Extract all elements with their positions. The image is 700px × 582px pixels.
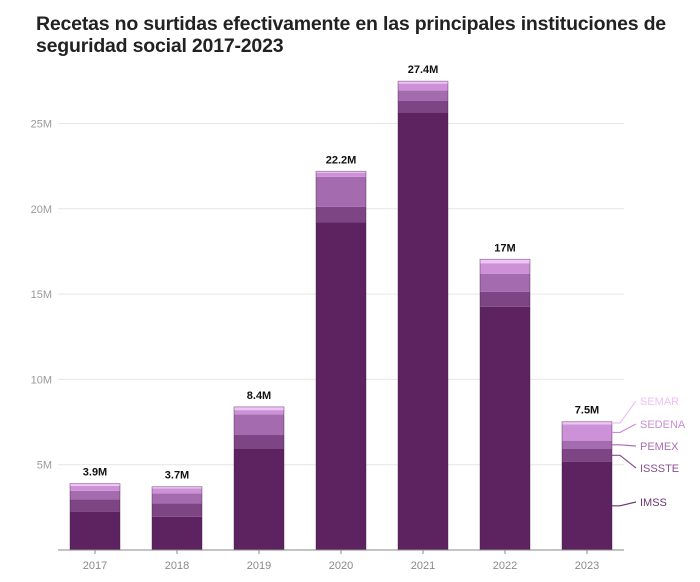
bar-segment-sedena[interactable] <box>234 410 284 415</box>
x-tick-label: 2022 <box>493 560 517 572</box>
bar-segment-issste[interactable] <box>480 291 530 307</box>
legend-connector <box>612 400 637 424</box>
bar-segment-imss[interactable] <box>234 448 284 550</box>
bar-segment-imss[interactable] <box>398 112 448 550</box>
x-axis: 2017 2018 2019 2020 2021 2022 2023 <box>58 549 624 572</box>
legend-connector <box>612 423 637 434</box>
bar-stack-2021[interactable] <box>397 80 449 551</box>
y-tick-label: 25M <box>31 119 52 131</box>
bar-segment-pemex[interactable] <box>480 273 530 292</box>
total-label: 22.2M <box>326 154 357 166</box>
bar-segment-semar[interactable] <box>562 421 612 425</box>
y-tick-label: 10M <box>31 374 52 386</box>
total-label: 27.4M <box>408 64 439 76</box>
bar-stack-2019[interactable] <box>233 406 285 551</box>
x-tick-label: 2020 <box>329 560 353 572</box>
legend-label-issste: ISSSTE <box>640 463 679 475</box>
legend: IMSS ISSSTE PEMEX SEDENA SEMAR <box>612 396 686 509</box>
x-tick-label: 2021 <box>411 560 435 572</box>
x-tick-label: 2017 <box>83 560 107 572</box>
bar-segment-pemex[interactable] <box>316 176 366 207</box>
bar-segment-semar[interactable] <box>70 483 120 486</box>
bar-segment-pemex[interactable] <box>152 493 202 504</box>
bar-segment-imss[interactable] <box>562 461 612 550</box>
bar-segment-imss[interactable] <box>480 306 530 550</box>
y-tick-label: 15M <box>31 289 52 301</box>
legend-label-pemex: PEMEX <box>640 441 679 453</box>
bar-segment-semar[interactable] <box>234 406 284 411</box>
legend-label-imss: IMSS <box>640 497 667 509</box>
y-axis-ticks: 5M 10M 15M 20M 25M <box>31 119 52 472</box>
bar-segment-sedena[interactable] <box>316 172 366 177</box>
bar-segment-pemex[interactable] <box>398 90 448 101</box>
bars <box>69 80 613 551</box>
x-tick-label: 2019 <box>247 560 271 572</box>
total-labels: 3.9M 3.7M 8.4M 22.2M 27.4M 17M 7.5M <box>83 64 599 482</box>
chart-title: Recetas no surtidas efectivamente en las… <box>36 13 666 57</box>
legend-label-semar: SEMAR <box>640 396 679 408</box>
legend-connector <box>612 444 637 447</box>
bar-segment-pemex[interactable] <box>562 440 612 450</box>
x-tick-label: 2023 <box>575 560 599 572</box>
total-label: 3.7M <box>165 470 189 482</box>
total-label: 8.4M <box>247 390 271 402</box>
x-tick-label: 2018 <box>165 560 189 572</box>
total-label: 7.5M <box>575 405 599 417</box>
bar-stack-2023[interactable] <box>561 421 613 551</box>
bar-segment-pemex[interactable] <box>70 490 120 500</box>
bar-segment-issste[interactable] <box>152 503 202 517</box>
bar-segment-imss[interactable] <box>152 516 202 550</box>
bar-stack-2020[interactable] <box>315 170 367 551</box>
bar-segment-imss[interactable] <box>70 511 120 550</box>
legend-label-sedena: SEDENA <box>640 419 686 431</box>
bar-stack-2017[interactable] <box>69 483 121 551</box>
bar-segment-sedena[interactable] <box>70 485 120 491</box>
bar-segment-issste[interactable] <box>70 499 120 512</box>
bar-stack-2018[interactable] <box>151 486 203 551</box>
y-tick-label: 20M <box>31 204 52 216</box>
bar-segment-semar[interactable] <box>480 259 530 264</box>
total-label: 17M <box>494 242 515 254</box>
bar-segment-issste[interactable] <box>316 206 366 223</box>
legend-connector <box>612 454 637 469</box>
bar-segment-imss[interactable] <box>316 222 366 550</box>
bar-segment-sedena[interactable] <box>398 83 448 91</box>
bar-segment-issste[interactable] <box>398 100 448 113</box>
bar-segment-issste[interactable] <box>562 449 612 462</box>
bar-segment-semar[interactable] <box>152 486 202 489</box>
bar-segment-sedena[interactable] <box>480 263 530 274</box>
bar-segment-semar[interactable] <box>398 81 448 84</box>
bar-segment-issste[interactable] <box>234 435 284 449</box>
bar-segment-semar[interactable] <box>316 171 366 173</box>
bar-segment-pemex[interactable] <box>234 414 284 436</box>
bar-segment-sedena[interactable] <box>152 488 202 494</box>
legend-connector <box>612 501 637 507</box>
bar-segment-sedena[interactable] <box>562 424 612 441</box>
total-label: 3.9M <box>83 467 107 479</box>
bar-stack-2022[interactable] <box>479 258 531 551</box>
y-tick-label: 5M <box>37 460 52 472</box>
